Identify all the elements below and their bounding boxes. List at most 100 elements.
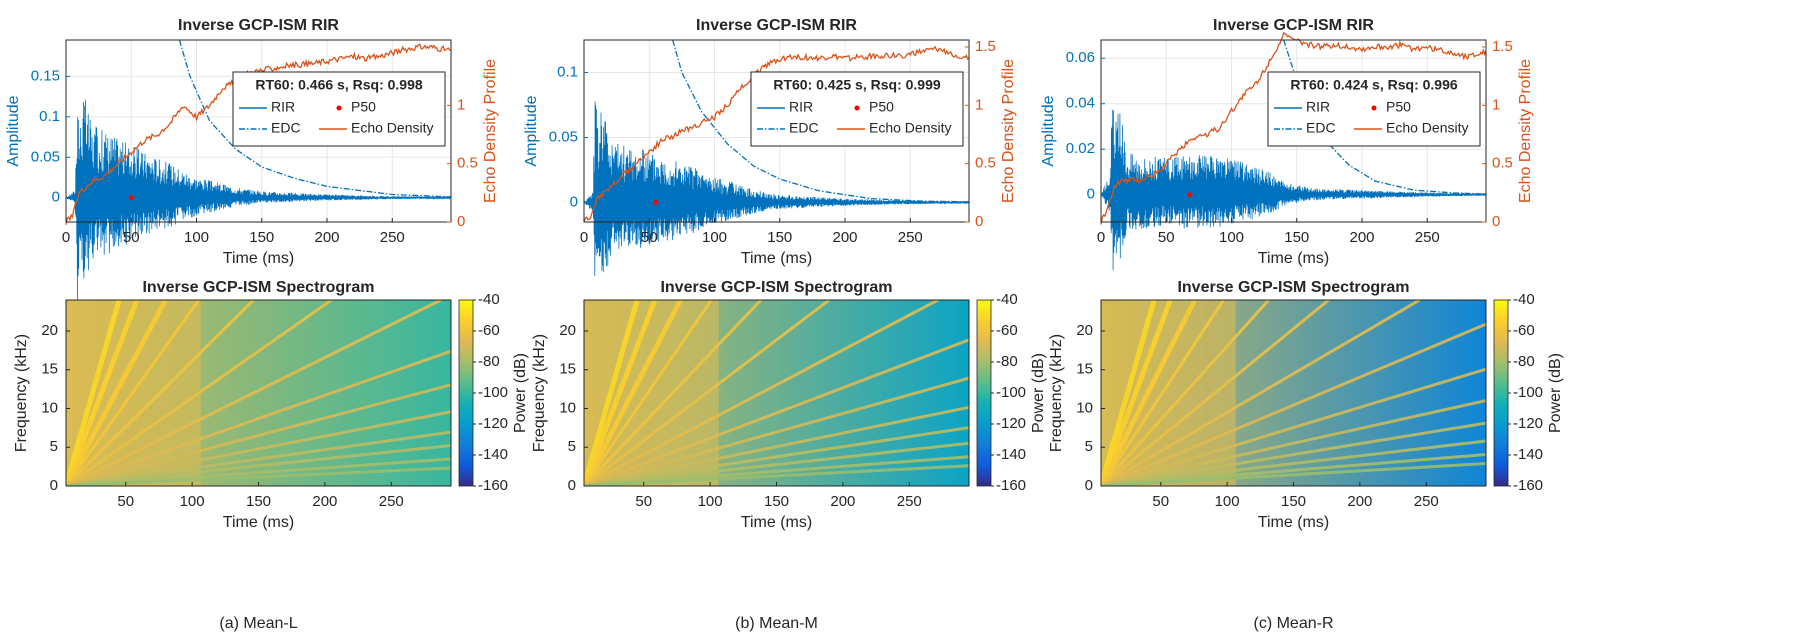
sweep-harmonic-line — [1101, 399, 1486, 486]
sweep-harmonic-line — [1101, 367, 1486, 486]
rir-series-line — [583, 101, 970, 276]
sweep-harmonic-line — [66, 410, 451, 486]
legend-label-edc: EDC — [1306, 120, 1336, 136]
x-tick-label: 100 — [702, 229, 727, 246]
colorbar-tick-label: -80 — [996, 353, 1018, 370]
x-tick-label: 50 — [123, 229, 140, 246]
y-tick-label: 0 — [568, 477, 576, 494]
y-right-axis-label: Echo Density Profile — [1000, 59, 1017, 203]
x-tick-label: 0 — [1097, 229, 1105, 246]
y-right-tick-label: 0.5 — [1492, 155, 1513, 172]
colorbar-tick-label: -60 — [996, 322, 1018, 339]
y-axis-label: Frequency (kHz) — [1048, 334, 1065, 452]
y-tick-label: 10 — [559, 399, 576, 416]
y-axis-label: Amplitude — [5, 95, 22, 166]
colorbar-tick-label: -140 — [996, 446, 1026, 463]
x-tick-label: 150 — [249, 229, 274, 246]
x-tick-label: 150 — [1284, 229, 1309, 246]
colorbar-tick-label: -40 — [996, 291, 1018, 308]
y-tick-label: 0 — [50, 477, 58, 494]
x-tick-label: 250 — [1414, 493, 1439, 510]
legend-label-rir: RIR — [789, 99, 813, 115]
x-tick-label: 100 — [184, 229, 209, 246]
x-tick-label: 0 — [580, 229, 588, 246]
sweep-harmonic-line — [584, 300, 658, 486]
sweep-harmonic-line — [66, 300, 122, 486]
panel-title: Inverse GCP-ISM RIR — [1213, 17, 1374, 34]
sweep-harmonic-line — [1101, 322, 1486, 486]
spectrogram-image — [584, 300, 969, 486]
x-tick-label: 150 — [767, 229, 792, 246]
rir-series-line — [65, 99, 452, 301]
colorbar-tick-label: -60 — [478, 322, 500, 339]
x-tick-label: 150 — [246, 493, 271, 510]
sweep-harmonic-line — [584, 300, 683, 486]
spectrogram-panel: 50 100 150 200 250 0 5 10 15 20 Inverse GCP-ISM Sp… — [531, 279, 1047, 531]
sweep-harmonic-line — [584, 300, 640, 486]
sweep-harmonic-line — [66, 383, 451, 486]
sweep-harmonic-line — [584, 376, 969, 486]
colorbar-tick-label: -100 — [1513, 384, 1543, 401]
sweep-harmonic-line — [1101, 300, 1157, 486]
legend-label-rir: RIR — [271, 99, 295, 115]
sweep-harmonic-line — [584, 300, 763, 486]
y-tick-label: 0 — [1087, 186, 1095, 203]
panel-title: Inverse GCP-ISM Spectrogram — [660, 279, 892, 296]
y-tick-label: 10 — [1076, 399, 1093, 416]
y-right-axis-label: Echo Density Profile — [1517, 59, 1534, 203]
rir-panel: 0 50 100 150 200 250 0 0.05 0.1 0.15 0 0.5 1 Inverse … — [5, 17, 499, 301]
y-tick-label: 5 — [568, 438, 576, 455]
x-axis-label: Time (ms) — [1258, 514, 1329, 531]
rir-panel: 0 50 100 150 200 250 0 0.05 0.1 0 0.5 1 1.5 Inverse G… — [523, 17, 1017, 276]
figure-caption: (c) Mean-R — [1253, 615, 1333, 632]
x-tick-label: 100 — [180, 493, 205, 510]
legend-swatch-p50 — [854, 105, 860, 111]
y-right-tick-label: 1 — [457, 96, 465, 113]
figure-caption: (a) Mean-L — [219, 615, 297, 632]
y-tick-label: 15 — [559, 361, 576, 378]
legend-box — [750, 71, 964, 147]
x-tick-label: 100 — [1219, 229, 1244, 246]
sweep-harmonic-line — [1101, 300, 1270, 486]
y-tick-label: 0.04 — [1066, 95, 1095, 112]
x-axis-label: Time (ms) — [1258, 250, 1329, 267]
x-tick-label: 200 — [312, 493, 337, 510]
sweep-harmonic-line — [1101, 300, 1225, 486]
sweep-harmonic-line — [584, 300, 713, 486]
y-tick-label: 15 — [41, 361, 58, 378]
x-axis-label: Time (ms) — [741, 250, 812, 267]
spectrogram-image — [1101, 300, 1486, 486]
y-tick-label: 10 — [41, 399, 58, 416]
colorbar-tick-label: -80 — [1513, 353, 1535, 370]
rt60-annotation: RT60: 0.425 s, Rsq: 0.999 — [773, 77, 941, 93]
sweep-harmonic-line — [66, 300, 140, 486]
spectrogram-panel: 50 100 150 200 250 0 5 10 15 20 Inverse GCP-ISM Sp… — [1048, 279, 1564, 531]
y-tick-label: 15 — [1076, 361, 1093, 378]
y-axis-label: Amplitude — [1040, 95, 1057, 166]
legend-label-edc: EDC — [271, 120, 301, 136]
x-tick-label: 100 — [698, 493, 723, 510]
x-axis-label: Time (ms) — [223, 250, 294, 267]
y-tick-label: 0.1 — [39, 108, 60, 125]
y-tick-label: 5 — [50, 438, 58, 455]
y-right-axis-label: Echo Density Profile — [482, 59, 499, 203]
x-tick-label: 150 — [1281, 493, 1306, 510]
sweep-harmonic-line — [66, 300, 168, 486]
colorbar-tick-label: -80 — [478, 353, 500, 370]
y-tick-label: 0.02 — [1066, 140, 1095, 157]
sweep-harmonic-line — [1101, 300, 1197, 486]
axes-box — [583, 39, 970, 223]
x-tick-label: 100 — [1215, 493, 1240, 510]
y-tick-label: 0 — [570, 193, 578, 210]
rt60-annotation: RT60: 0.424 s, Rsq: 0.996 — [1290, 77, 1458, 93]
colorbar-label: Power (dB) — [1547, 353, 1564, 433]
legend-label-echo: Echo Density — [1386, 120, 1468, 136]
axes-box — [65, 39, 452, 223]
x-tick-label: 50 — [641, 229, 658, 246]
sweep-harmonic-line — [584, 464, 969, 486]
colorbar-tick-label: -100 — [996, 384, 1026, 401]
echo-density-series-line — [65, 43, 452, 225]
colorbar — [458, 299, 474, 487]
rir-series-line — [1100, 109, 1487, 271]
